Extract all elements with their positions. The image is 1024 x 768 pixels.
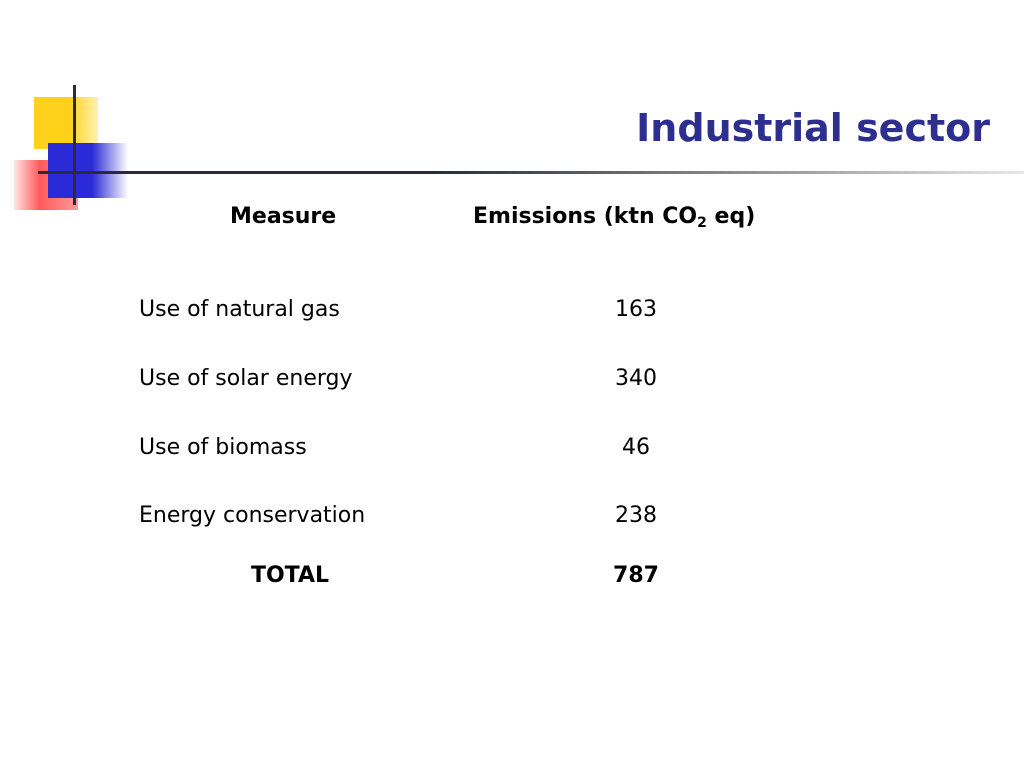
emissions-header-suffix: eq) [706,204,756,229]
column-header-emissions: Emissions (ktn CO2 eq) [473,204,755,231]
table-row: Use of solar energy 340 [0,366,1024,398]
table-row: Use of natural gas 163 [0,297,1024,329]
measure-cell: Use of solar energy [139,366,353,391]
emissions-cell: 340 [615,366,657,391]
slide-title: Industrial sector [636,106,990,150]
measure-cell: Energy conservation [139,503,366,528]
blue-square-decoration [48,143,128,198]
emissions-header-prefix: Emissions (ktn CO [473,204,698,229]
yellow-square-decoration [34,97,98,149]
decorative-corner-graphic [0,0,140,220]
emissions-header-subscript: 2 [697,215,707,231]
vertical-rule [73,85,76,205]
emissions-cell: 238 [615,503,657,528]
emissions-cell: 46 [622,435,650,460]
table-row: Use of biomass 46 [0,435,1024,467]
total-row: TOTAL 787 [0,563,1024,595]
emissions-cell: 163 [615,297,657,322]
table-row: Energy conservation 238 [0,503,1024,535]
measure-cell: Use of natural gas [139,297,340,322]
column-header-measure: Measure [230,204,337,229]
total-label: TOTAL [250,563,330,588]
title-underline-rule [38,171,1024,174]
total-value: 787 [613,563,659,588]
measure-cell: Use of biomass [139,435,307,460]
